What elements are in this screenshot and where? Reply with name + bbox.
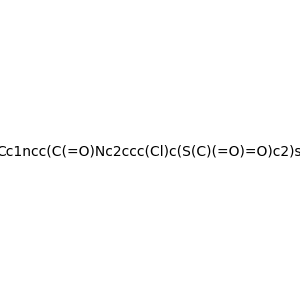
Text: Cc1ncc(C(=O)Nc2ccc(Cl)c(S(C)(=O)=O)c2)s1: Cc1ncc(C(=O)Nc2ccc(Cl)c(S(C)(=O)=O)c2)s1 [0, 145, 300, 158]
